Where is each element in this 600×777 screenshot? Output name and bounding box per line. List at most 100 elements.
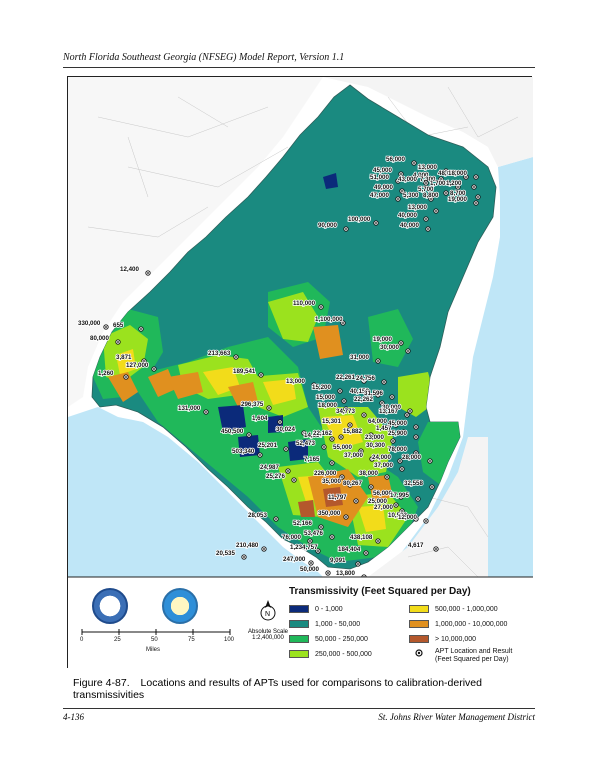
apt-result-label: 34,773	[336, 408, 355, 415]
apt-point: 1,700	[429, 179, 461, 190]
apt-result-label: 30,000	[380, 344, 399, 351]
apt-point: 3,871	[115, 353, 147, 364]
legend-item: 1,000,000 - 10,000,000	[409, 620, 507, 628]
apt-result-label: 1,457	[376, 425, 392, 432]
apt-point: 15,882	[342, 427, 374, 438]
apt-result-label: 48,000	[438, 170, 457, 177]
apt-point: 13,000	[407, 203, 439, 214]
apt-result-label: 49,000	[374, 184, 393, 191]
apt-point: 78,000	[387, 445, 419, 456]
apt-point: 7,165	[303, 455, 335, 466]
apt-result-label: 296,375	[241, 401, 264, 408]
apt-result-label: 184,404	[338, 546, 361, 553]
apt-point: 43,000	[397, 175, 429, 186]
apt-point: 34,773	[335, 407, 367, 418]
apt-result-label: 8,800	[423, 192, 439, 199]
apt-result-label: 55,000	[333, 444, 352, 451]
footer-rule	[63, 708, 535, 709]
apt-result-label: 8,700	[450, 190, 466, 197]
county-lines	[87, 86, 519, 578]
apt-point: 18,000	[317, 401, 349, 412]
apt-result-label: 20,535	[216, 550, 235, 557]
apt-result-label: 30,000	[382, 404, 401, 411]
apt-result-label: 9,091	[330, 557, 346, 564]
apt-result-label: 18,000	[448, 170, 467, 177]
apt-point: 5,700	[417, 185, 449, 196]
apt-point: 18,000	[447, 169, 479, 180]
scale-tick: 25	[114, 637, 121, 643]
apt-result-label: 350,000	[318, 510, 341, 517]
apt-result-label: 22,262	[354, 396, 373, 403]
apt-result-label: 22,162	[313, 430, 332, 437]
apt-point: 213,663	[207, 349, 239, 360]
apt-point: 64,000	[367, 417, 399, 428]
apt-point: 350,000	[317, 509, 349, 520]
apt-result-label: 19,000	[373, 336, 392, 343]
apt-symbol-icon	[415, 649, 423, 657]
header-rule	[63, 67, 535, 68]
apt-result-label: 47,000	[370, 192, 389, 199]
apt-result-label: 1,700	[430, 180, 446, 187]
srwmd-logo-icon	[162, 588, 198, 624]
apt-result-label: 110,000	[293, 300, 316, 307]
apt-point: 1,234,757	[289, 543, 321, 554]
apt-result-label: 31,596	[364, 390, 383, 397]
apt-point: 9,091	[329, 556, 361, 567]
apt-point: 35,000	[321, 477, 353, 488]
sjrwmd-logo-icon	[92, 588, 128, 624]
apt-point: 15,200	[311, 383, 343, 394]
apt-point: 23,000	[364, 433, 396, 444]
scale-unit: Miles	[146, 647, 161, 653]
apt-point: 27,000	[373, 503, 405, 514]
apt-point: 10,503	[387, 511, 419, 522]
apt-point: 48,000	[437, 169, 469, 180]
apt-result-label: 12,400	[120, 266, 139, 273]
apt-point: 330,000	[77, 319, 109, 330]
apt-result-label: 25,276	[266, 473, 285, 480]
apt-point: 37,000	[373, 461, 405, 472]
apt-result-label: 23,000	[365, 434, 384, 441]
apt-result-label: 18,000	[318, 402, 337, 409]
svg-text:N: N	[265, 611, 270, 618]
apt-result-label: 15,882	[343, 428, 362, 435]
apt-result-label: 330,000	[78, 320, 101, 327]
legend-item: 1,000 - 50,000	[289, 620, 360, 628]
apt-point: 25,276	[265, 472, 297, 483]
apt-point: 12,400	[119, 265, 151, 276]
apt-point: 19,000	[372, 335, 404, 346]
apt-result-label: 27,000	[374, 504, 393, 511]
apt-result-label: 37,000	[344, 452, 363, 459]
apt-result-label: 25,000	[368, 498, 387, 505]
apt-point: 47,000	[369, 191, 401, 202]
apt-result-label: 14,637	[304, 432, 323, 439]
apt-point: 28,053	[247, 511, 279, 522]
apt-point: 24,000	[371, 453, 403, 464]
apt-result-label: 4,000	[413, 172, 429, 179]
legend-swatch	[409, 605, 429, 613]
apt-point: 13,000	[417, 163, 449, 174]
apt-point: 19,000	[447, 195, 479, 206]
apt-point: 32,558	[403, 479, 435, 490]
apt-result-label: 4,617	[408, 542, 424, 549]
apt-result-label: 655	[113, 322, 124, 329]
apt-point: 100,000	[347, 215, 379, 226]
apt-result-label: 30,300	[366, 442, 385, 449]
apt-result-label: 90,000	[318, 222, 337, 229]
apt-point: 24,756	[355, 374, 387, 385]
apt-point: 438,108	[349, 533, 381, 544]
apt-point: 1,604	[251, 414, 283, 425]
apt-point: 503,340	[231, 447, 263, 458]
apt-point: 31,000	[349, 353, 381, 364]
apt-result-label: 24,987	[260, 464, 279, 471]
apt-result-label: 52,473	[296, 440, 315, 447]
apt-result-label: 78,000	[388, 446, 407, 453]
apt-point: 50,000	[299, 565, 331, 576]
apt-result-label: 5,300	[403, 192, 419, 199]
apt-point: 450,500	[220, 427, 252, 438]
apt-result-label: 31,000	[350, 354, 369, 361]
apt-point: 40,000	[399, 221, 431, 232]
apt-result-label: 40,000	[398, 212, 417, 219]
apt-result-label: 45,000	[388, 420, 407, 427]
apt-point: 30,300	[365, 441, 397, 452]
scale-tick: 0	[80, 637, 84, 643]
